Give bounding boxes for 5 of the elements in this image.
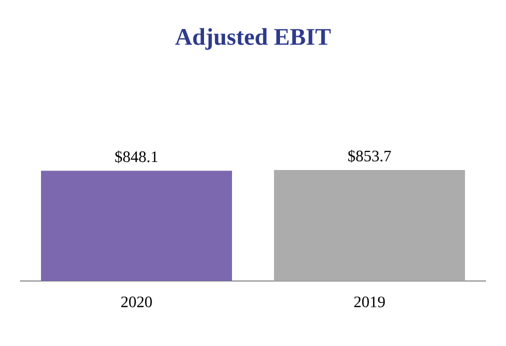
x-tick-label: 2020 xyxy=(121,296,152,308)
x-tick-label: 2019 xyxy=(354,296,385,308)
data-label: $853.7 xyxy=(348,150,391,162)
chart-title: Adjusted EBIT xyxy=(175,28,331,50)
data-label: $848.1 xyxy=(115,150,158,164)
